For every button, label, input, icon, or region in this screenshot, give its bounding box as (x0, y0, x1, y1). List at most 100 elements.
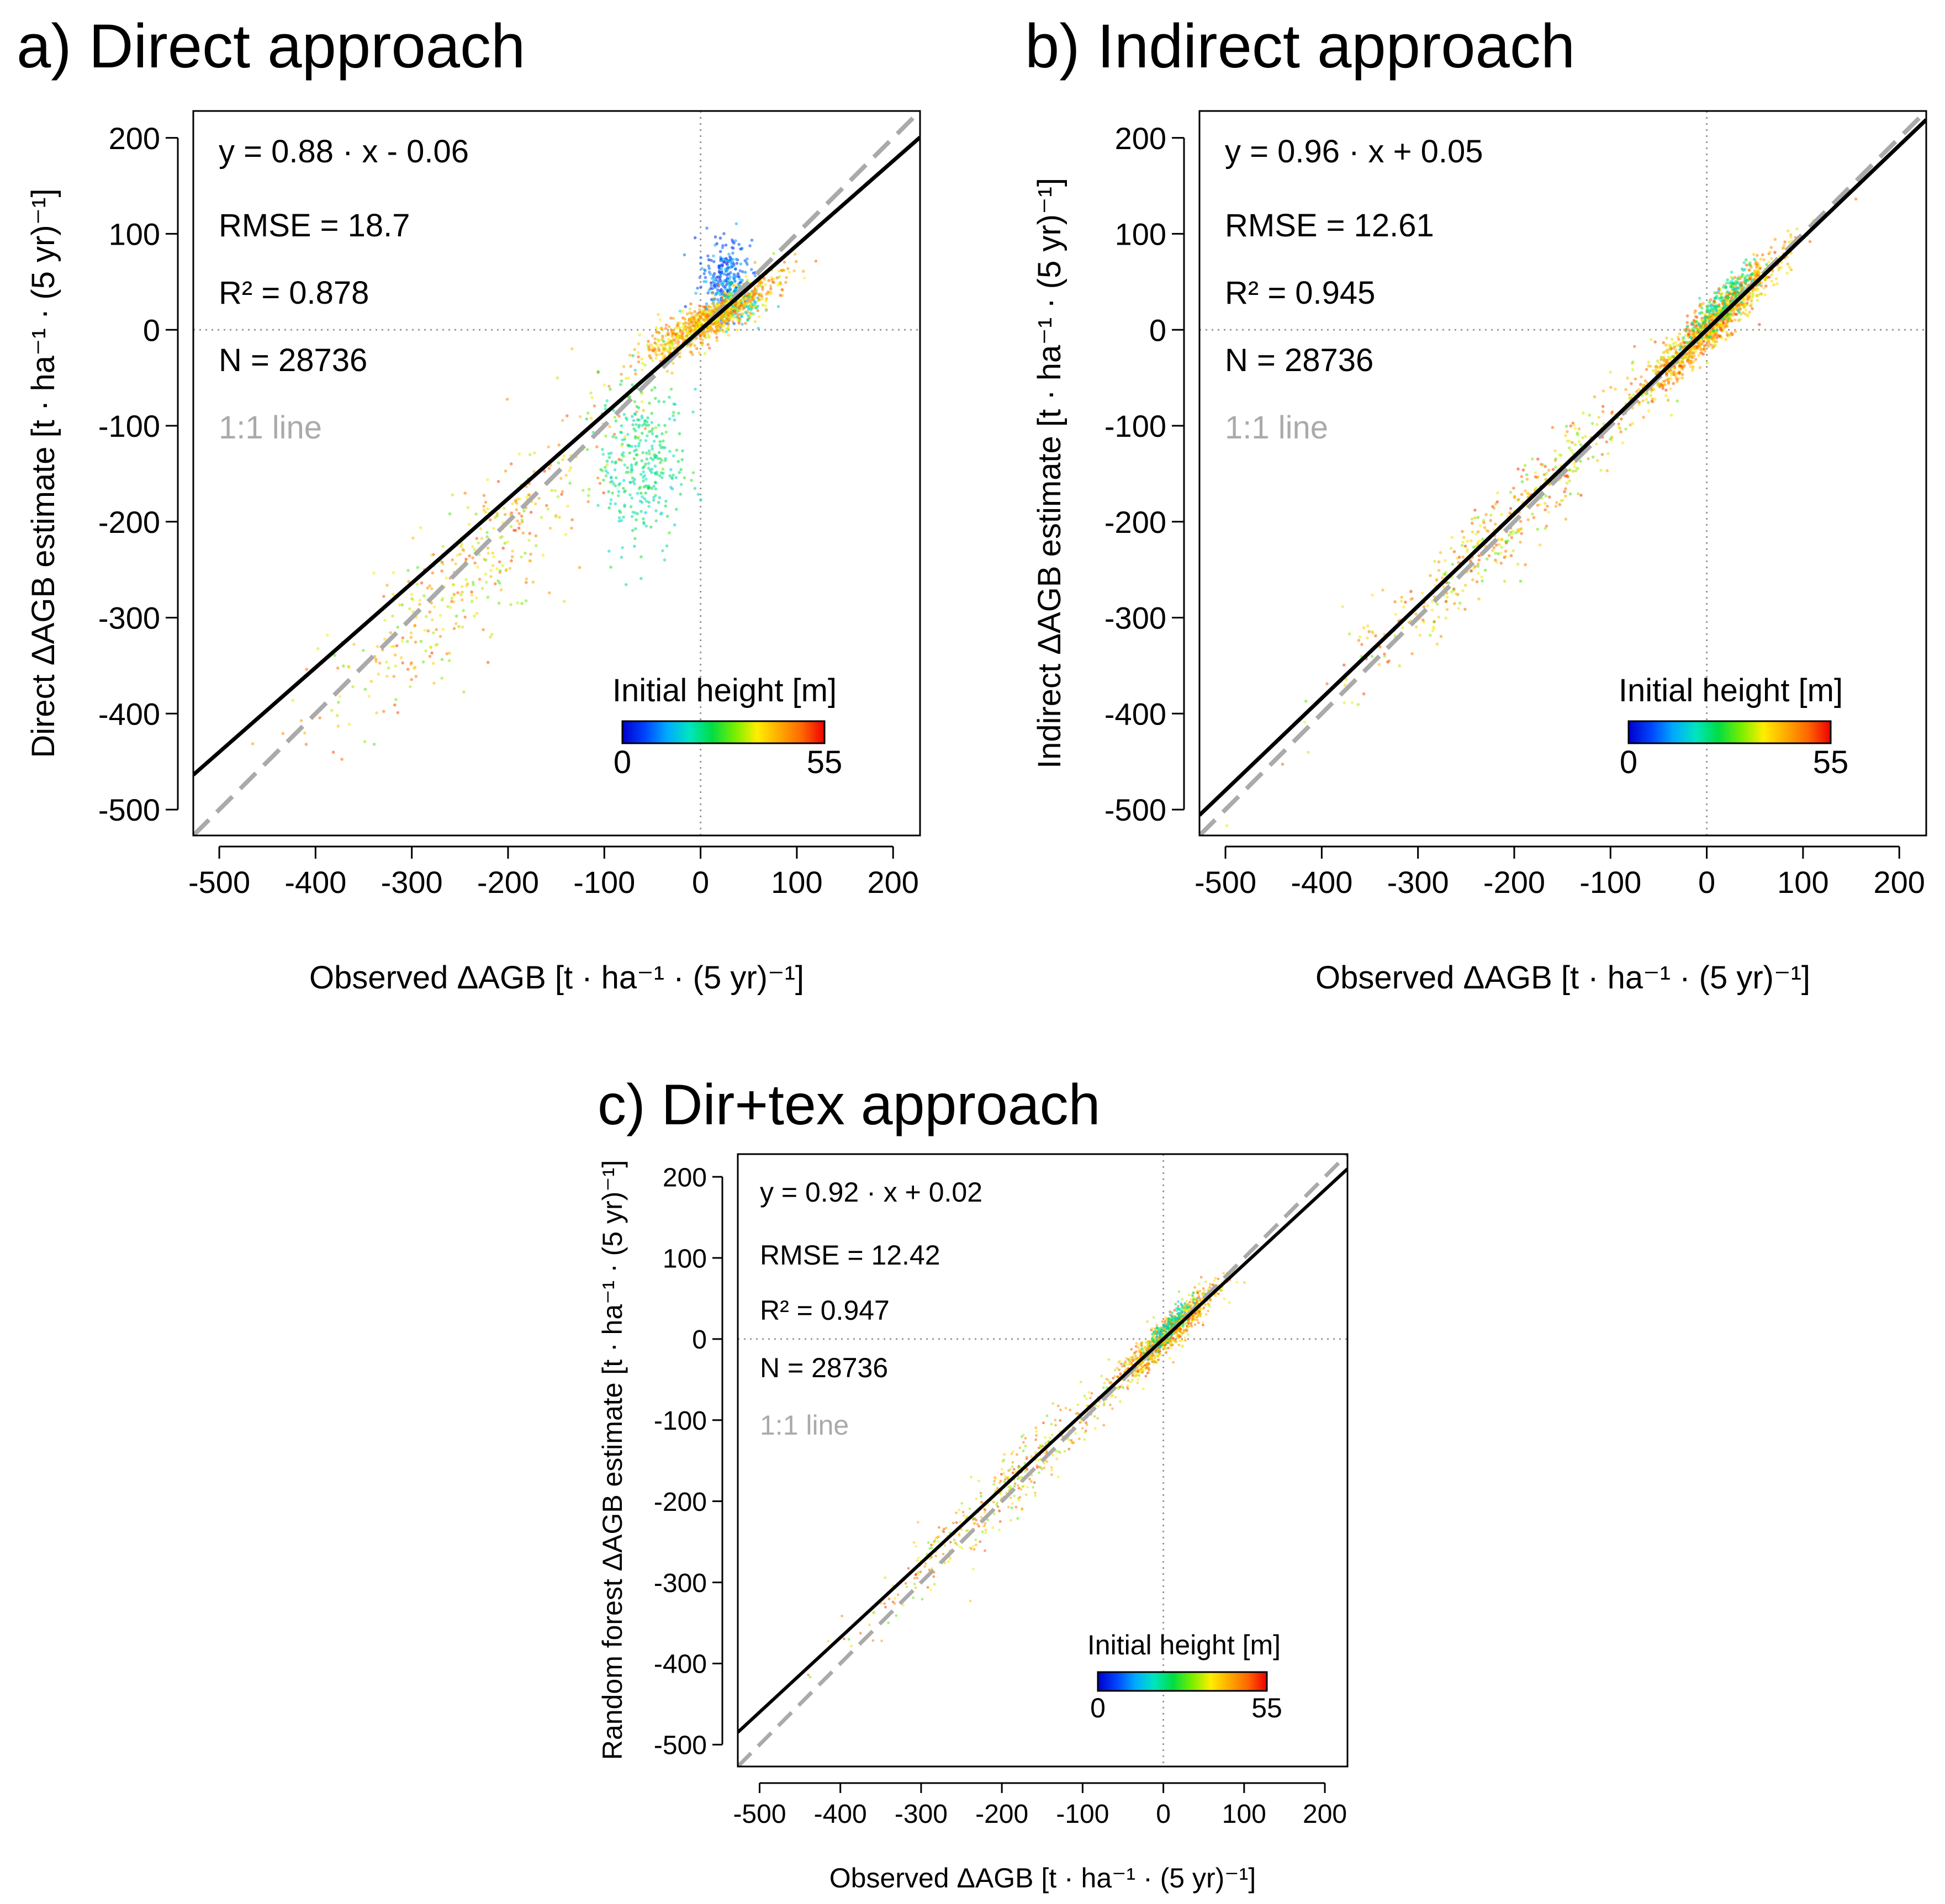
scatter-point (1664, 394, 1668, 398)
scatter-point (428, 610, 432, 613)
scatter-point (1680, 359, 1684, 363)
scatter-point (1568, 468, 1572, 472)
scatter-point (1442, 585, 1446, 589)
scatter-point (695, 347, 699, 350)
scatter-point (1730, 279, 1733, 283)
x-tick-label: -300 (381, 865, 443, 900)
scatter-point (480, 586, 484, 590)
scatter-point (438, 634, 442, 638)
scatter-point (1720, 325, 1724, 328)
scatter-point (744, 302, 747, 306)
scatter-point (485, 535, 489, 538)
scatter-point (1130, 1348, 1133, 1351)
scatter-point (1494, 503, 1497, 506)
scatter-point (1697, 321, 1701, 325)
scatter-point (1673, 345, 1677, 348)
scatter-point (569, 466, 573, 470)
scatter-point (626, 466, 629, 469)
scatter-point (1577, 440, 1581, 443)
scatter-point (622, 451, 625, 454)
scatter-point (1137, 1368, 1140, 1372)
scatter-point (1692, 360, 1695, 363)
scatter-point (372, 572, 376, 575)
scatter-point (1854, 197, 1858, 201)
scatter-point (1694, 320, 1698, 324)
scatter-point (1131, 1356, 1134, 1359)
y-tick-label: -100 (98, 409, 160, 443)
scatter-point (595, 445, 599, 448)
scatter-point (393, 703, 397, 707)
scatter-point (715, 339, 719, 342)
scatter-point (1131, 1378, 1134, 1382)
scatter-point (783, 261, 786, 264)
scatter-point (775, 276, 779, 279)
scatter-point (729, 314, 732, 317)
scatter-point (1654, 368, 1657, 372)
scatter-point (395, 644, 399, 648)
scatter-point (451, 558, 454, 562)
scatter-point (644, 462, 647, 466)
scatter-point (1471, 530, 1474, 534)
scatter-point (1769, 257, 1773, 261)
scatter-point (1649, 394, 1652, 397)
scatter-point (409, 685, 412, 689)
scatter-point (1521, 468, 1525, 472)
scatter-point (730, 262, 733, 266)
scatter-point (1733, 294, 1737, 297)
scatter-point (1420, 591, 1424, 595)
scatter-point (550, 489, 554, 492)
scatter-point (1111, 1407, 1114, 1410)
scatter-point (410, 678, 413, 681)
scatter-point (1544, 508, 1547, 512)
scatter-point (738, 281, 742, 284)
panel-a-equation: y = 0.88 · x - 0.06 (219, 134, 469, 170)
scatter-point (1744, 279, 1747, 283)
scatter-point (758, 282, 761, 285)
scatter-point (1516, 467, 1520, 471)
scatter-point (661, 335, 664, 338)
scatter-point (681, 449, 684, 453)
scatter-point (718, 250, 722, 253)
scatter-point (1665, 372, 1668, 375)
scatter-point (1722, 329, 1725, 332)
scatter-point (589, 391, 593, 395)
scatter-point (696, 287, 699, 290)
scatter-point (406, 668, 410, 671)
scatter-point (645, 457, 649, 461)
scatter-point (1713, 300, 1716, 304)
scatter-point (1722, 320, 1725, 324)
scatter-point (486, 546, 490, 550)
scatter-point (614, 460, 617, 464)
scatter-point (607, 549, 611, 553)
scatter-point (1692, 365, 1695, 368)
scatter-point (643, 427, 647, 430)
scatter-point (1494, 522, 1497, 526)
scatter-point (1188, 1300, 1191, 1304)
scatter-point (1478, 524, 1482, 527)
scatter-point (546, 507, 550, 511)
scatter-point (611, 491, 614, 495)
scatter-point (490, 633, 494, 636)
scatter-point (644, 491, 647, 495)
scatter-point (1495, 560, 1498, 564)
scatter-point (744, 321, 747, 325)
scatter-point (636, 491, 639, 495)
scatter-point (430, 587, 434, 590)
scatter-point (725, 310, 728, 314)
scatter-point (462, 549, 466, 552)
scatter-point (1509, 507, 1513, 510)
scatter-point (1666, 398, 1670, 402)
scatter-point (1733, 318, 1737, 322)
scatter-point (1726, 313, 1730, 316)
scatter-point (393, 653, 397, 657)
scatter-point (769, 287, 773, 290)
scatter-point (492, 527, 495, 530)
scatter-point (650, 411, 654, 415)
scatter-point (411, 536, 415, 540)
scatter-point (1711, 317, 1715, 320)
scatter-point (1141, 1341, 1144, 1345)
scatter-point (1433, 559, 1436, 563)
scatter-point (1653, 397, 1657, 401)
scatter-point (623, 463, 627, 467)
